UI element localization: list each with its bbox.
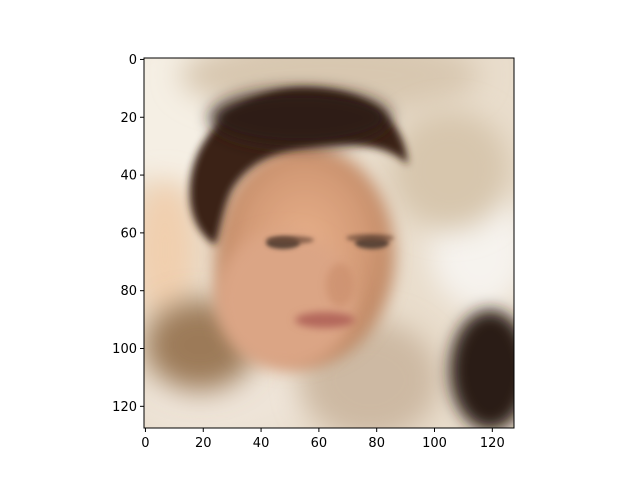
y-tick-label: 80 xyxy=(120,284,137,299)
y-tick-label: 100 xyxy=(112,342,137,357)
plot-frame xyxy=(143,57,515,429)
x-tick-label: 100 xyxy=(422,436,447,451)
y-tick-label: 120 xyxy=(112,400,137,415)
x-tick-label: 20 xyxy=(195,436,212,451)
x-tick-label: 120 xyxy=(480,436,505,451)
y-axis: 0 20 40 60 80 100 120 xyxy=(112,53,144,415)
y-tick-label: 0 xyxy=(129,53,137,68)
face-image xyxy=(144,58,514,428)
y-tick-label: 60 xyxy=(120,226,137,241)
x-axis: 0 20 40 60 80 100 120 xyxy=(141,428,505,451)
y-tick-label: 40 xyxy=(120,169,137,184)
x-tick-label: 80 xyxy=(368,436,385,451)
y-tick-label: 20 xyxy=(120,111,137,126)
x-tick-label: 0 xyxy=(141,436,149,451)
x-tick-label: 40 xyxy=(253,436,270,451)
x-tick-label: 60 xyxy=(311,436,328,451)
